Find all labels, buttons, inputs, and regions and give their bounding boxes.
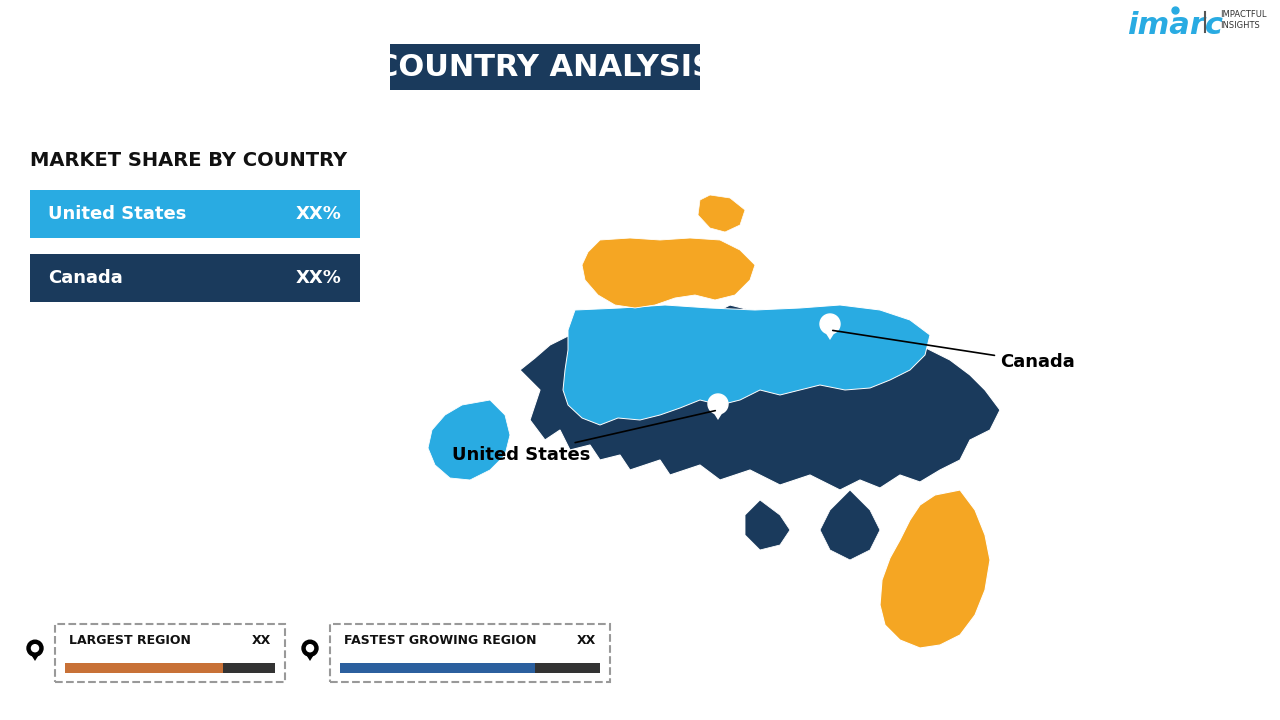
- FancyBboxPatch shape: [55, 624, 285, 682]
- Circle shape: [27, 640, 44, 656]
- FancyBboxPatch shape: [340, 663, 535, 673]
- Polygon shape: [881, 490, 989, 648]
- Text: XX: XX: [577, 634, 596, 647]
- Text: United States: United States: [452, 410, 716, 464]
- FancyBboxPatch shape: [340, 663, 600, 673]
- Text: Canada: Canada: [833, 330, 1075, 371]
- FancyBboxPatch shape: [65, 663, 223, 673]
- Text: imarc: imarc: [1126, 11, 1222, 40]
- FancyBboxPatch shape: [330, 624, 611, 682]
- Text: LARGEST REGION: LARGEST REGION: [69, 634, 191, 647]
- Text: XX%: XX%: [296, 269, 342, 287]
- Polygon shape: [302, 648, 317, 661]
- Text: IMPACTFUL
INSIGHTS: IMPACTFUL INSIGHTS: [1220, 10, 1266, 30]
- Circle shape: [306, 644, 314, 652]
- Polygon shape: [428, 400, 509, 480]
- Text: XX%: XX%: [296, 205, 342, 223]
- Text: COUNTRY ANALYSIS: COUNTRY ANALYSIS: [376, 53, 714, 81]
- Polygon shape: [698, 195, 745, 232]
- Circle shape: [708, 394, 728, 414]
- Polygon shape: [520, 305, 1000, 490]
- Circle shape: [302, 640, 317, 656]
- Polygon shape: [820, 324, 840, 340]
- Polygon shape: [820, 490, 881, 560]
- Text: Canada: Canada: [49, 269, 123, 287]
- FancyBboxPatch shape: [65, 663, 275, 673]
- Polygon shape: [745, 500, 790, 550]
- Polygon shape: [27, 648, 44, 661]
- Circle shape: [820, 314, 840, 334]
- Text: MARKET SHARE BY COUNTRY: MARKET SHARE BY COUNTRY: [29, 150, 347, 169]
- Circle shape: [826, 320, 835, 328]
- Text: FASTEST GROWING REGION: FASTEST GROWING REGION: [344, 634, 536, 647]
- Polygon shape: [582, 238, 755, 308]
- Text: United States: United States: [49, 205, 187, 223]
- Text: XX: XX: [252, 634, 271, 647]
- Circle shape: [714, 400, 722, 408]
- Polygon shape: [708, 404, 728, 420]
- Circle shape: [32, 644, 38, 652]
- Polygon shape: [563, 305, 931, 425]
- FancyBboxPatch shape: [390, 44, 700, 90]
- FancyBboxPatch shape: [29, 254, 360, 302]
- FancyBboxPatch shape: [29, 190, 360, 238]
